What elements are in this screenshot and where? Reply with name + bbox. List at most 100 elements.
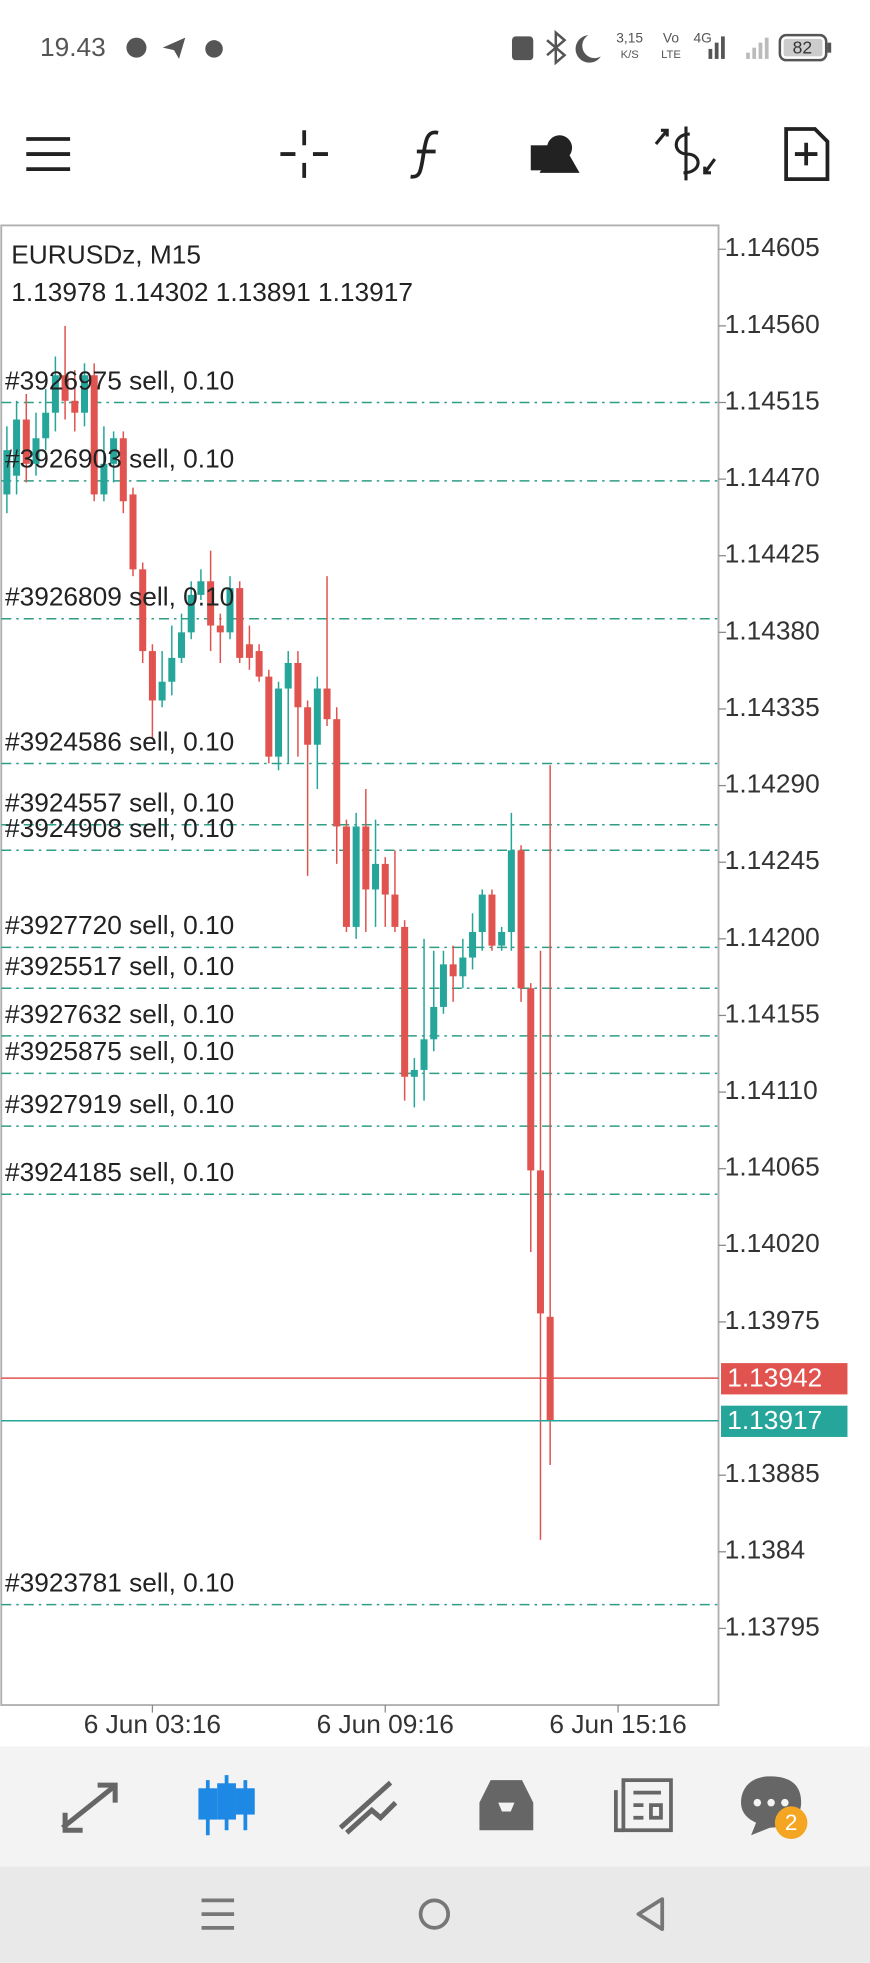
candle-body <box>168 657 176 682</box>
y-tick-label: 1.14200 <box>725 922 820 952</box>
battery-tip <box>827 42 832 53</box>
y-tick-label: 1.13795 <box>725 1611 820 1641</box>
status-icon <box>511 36 534 61</box>
candle-body <box>304 707 312 745</box>
order-label: #3925517 sell, 0.10 <box>5 951 234 981</box>
candle-body <box>410 1069 418 1077</box>
candle-body <box>284 663 292 689</box>
candle-body <box>381 863 389 895</box>
y-tick-label: 1.14110 <box>725 1075 818 1105</box>
status-signal <box>708 48 713 59</box>
y-tick-label: 1.14470 <box>725 462 820 492</box>
menu-button[interactable] <box>26 137 71 171</box>
status-speed-unit: K/S <box>621 49 639 61</box>
candle-body <box>449 964 457 977</box>
nav-bar <box>0 1866 870 1963</box>
candle-body <box>430 1006 438 1040</box>
y-tick-label: 1.14560 <box>725 309 820 339</box>
objects-button[interactable] <box>530 135 580 173</box>
x-tick-label: 6 Jun 15:16 <box>549 1709 686 1739</box>
status-network: 4G <box>693 31 711 46</box>
tab-trade[interactable] <box>338 1780 398 1835</box>
candle-body <box>100 463 108 495</box>
y-tick-label: 1.14515 <box>725 385 820 415</box>
order-label: #3924185 sell, 0.10 <box>5 1157 234 1187</box>
price-label-box <box>721 1405 848 1437</box>
candle-body <box>265 676 273 757</box>
nav-back[interactable] <box>636 1897 665 1931</box>
candle-body <box>80 375 89 413</box>
order-label: #3924908 sell, 0.10 <box>5 813 234 843</box>
y-tick-label: 1.14020 <box>725 1228 820 1258</box>
candle-body <box>207 581 215 626</box>
tab-chat[interactable]: 2 <box>741 1776 808 1839</box>
toolbar <box>26 126 830 181</box>
chart: EURUSDz, M15 1.13978 1.14302 1.13891 1.1… <box>0 224 848 1739</box>
candle-body <box>469 932 477 958</box>
order-label: #3926903 sell, 0.10 <box>5 444 234 474</box>
chart-title: EURUSDz, M15 <box>11 240 201 270</box>
tab-news[interactable] <box>614 1778 673 1833</box>
battery <box>778 33 828 62</box>
candle-body <box>51 375 59 413</box>
x-tick-label: 6 Jun 03:16 <box>84 1709 221 1739</box>
y-tick-label: 1.14425 <box>725 539 820 569</box>
nav-recents[interactable] <box>201 1898 235 1930</box>
candle-body <box>110 438 118 464</box>
candle-body <box>139 569 147 652</box>
y-tick-label: 1.14065 <box>725 1152 820 1182</box>
status-signal <box>752 47 757 59</box>
x-tick-label: 6 Jun 09:16 <box>317 1709 454 1739</box>
new-order-button[interactable] <box>784 127 830 181</box>
candle-body <box>507 850 515 933</box>
candle-body <box>32 438 40 464</box>
order-label: #3924586 sell, 0.10 <box>5 726 234 756</box>
candle-body <box>333 719 341 827</box>
candle-body <box>187 594 195 633</box>
tab-chart[interactable] <box>198 1775 255 1836</box>
candle-body <box>216 625 224 633</box>
candle-body <box>158 681 166 701</box>
candle-body <box>362 826 370 890</box>
crosshair-button[interactable] <box>280 130 328 178</box>
tab-bar <box>0 1746 870 1867</box>
candle-body <box>546 1316 554 1421</box>
candle-body <box>226 588 234 633</box>
status-signal <box>746 52 750 59</box>
battery-level: 82 <box>793 38 812 58</box>
candle-body <box>439 964 447 1007</box>
y-tick-label: 1.13975 <box>725 1305 820 1335</box>
trade-button[interactable] <box>654 126 717 181</box>
status-bar: 19.43 3,15 K/S Vo LTE 4G 82 <box>40 29 832 66</box>
battery-fill <box>783 38 823 57</box>
indicators-button[interactable] <box>410 130 439 179</box>
candle-body <box>323 688 331 720</box>
candle-body <box>420 1039 428 1070</box>
candle-body <box>71 400 79 413</box>
y-tick-label: 1.14290 <box>725 769 820 799</box>
chat-badge: 2 <box>785 1810 798 1835</box>
candle-body <box>236 588 244 658</box>
nav-home[interactable] <box>418 1898 451 1930</box>
status-icon <box>162 37 186 59</box>
order-label: #3926809 sell, 0.10 <box>5 582 234 612</box>
status-volte: LTE <box>661 49 681 61</box>
order-label: #3927919 sell, 0.10 <box>5 1089 234 1119</box>
tab-history[interactable] <box>479 1780 534 1831</box>
status-volte: Vo <box>663 31 679 46</box>
y-tick-label: 1.14380 <box>725 615 820 645</box>
candle-body <box>90 375 98 495</box>
candle-body <box>42 412 50 439</box>
candle-body <box>61 375 69 401</box>
order-label: #3927720 sell, 0.10 <box>5 910 234 940</box>
status-time: 19.43 <box>40 32 106 62</box>
candle-body <box>517 850 525 989</box>
candle-body <box>342 826 350 927</box>
candle-body <box>3 450 11 495</box>
candle-body <box>527 988 535 1171</box>
candle-body <box>255 651 263 677</box>
tab-quotes[interactable] <box>61 1782 118 1833</box>
order-label: #3924557 sell, 0.10 <box>5 788 234 818</box>
y-tick-label: 1.14155 <box>725 998 820 1028</box>
